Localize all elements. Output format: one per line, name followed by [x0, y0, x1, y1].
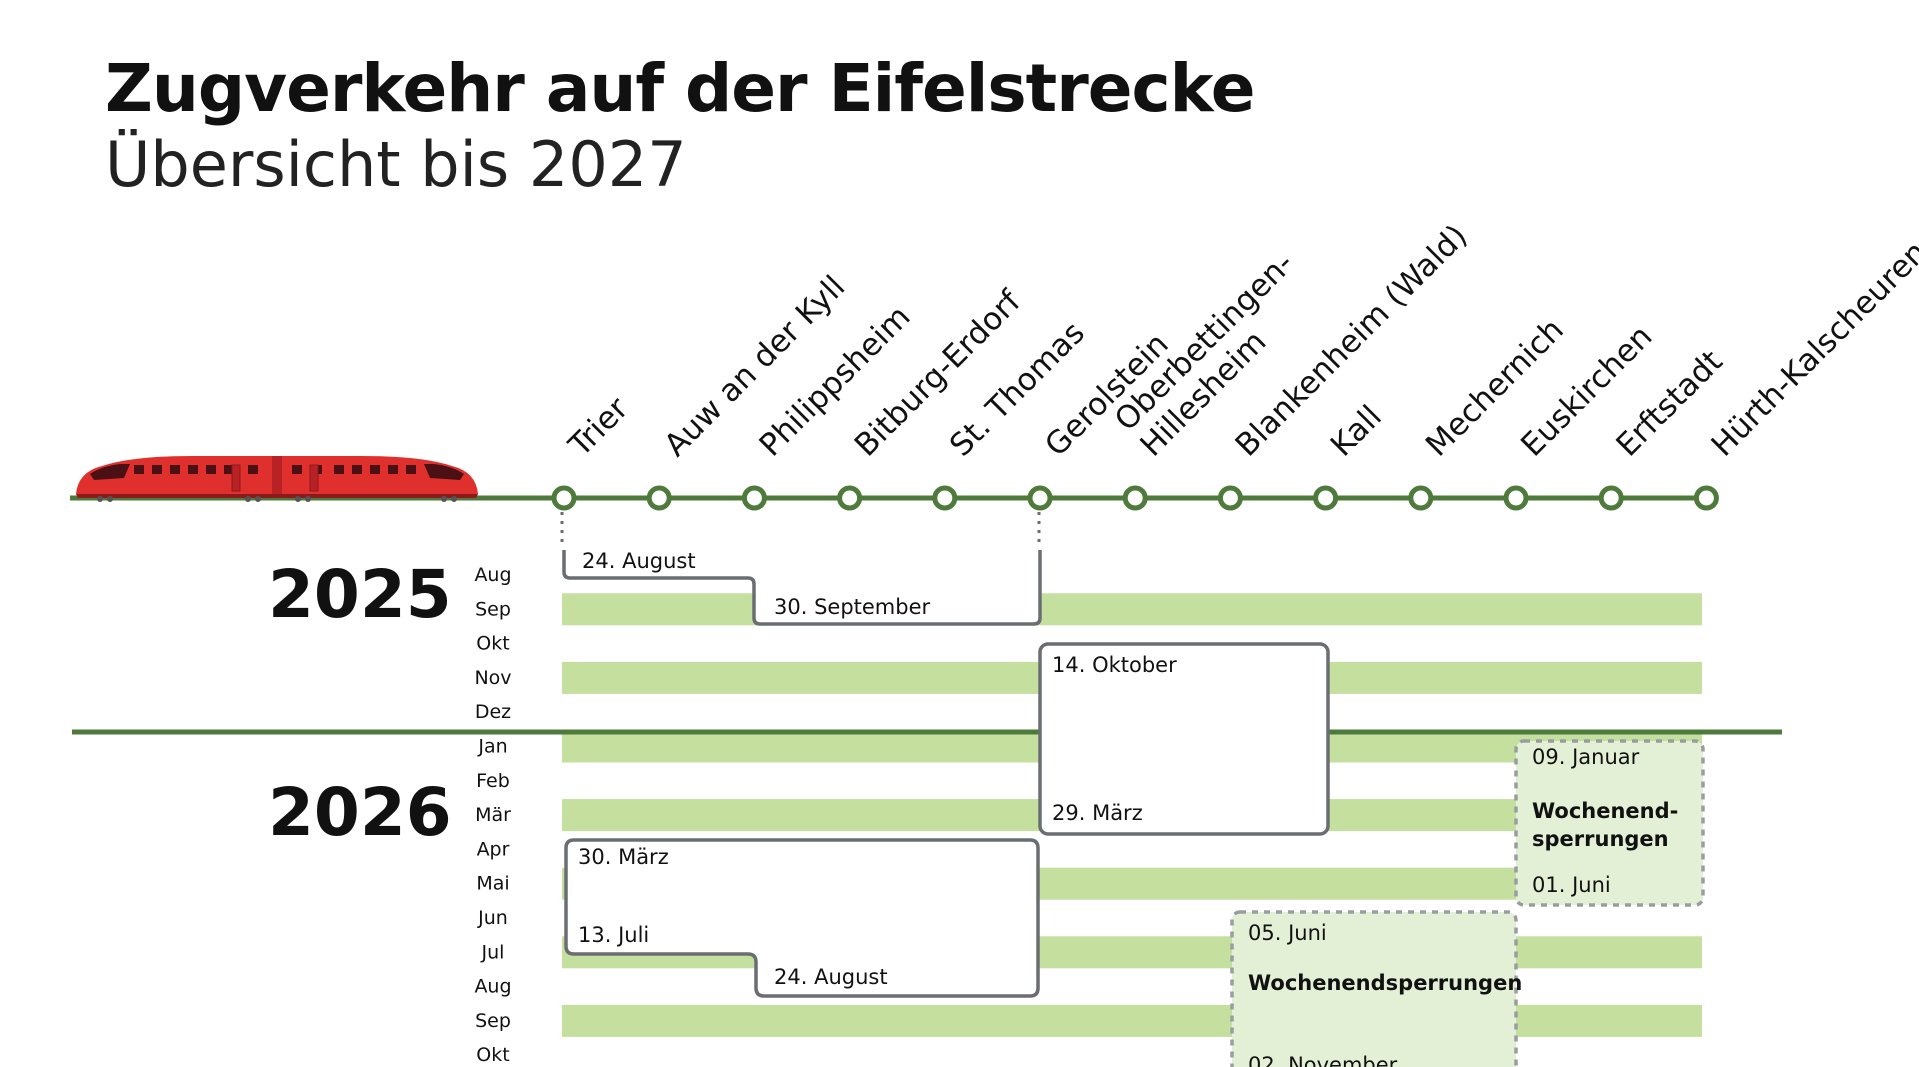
- closure-label-end: 01. Juni: [1532, 873, 1611, 897]
- month-labels: Aug Sep Okt Nov Dez Jan Feb Mär Apr Mai Jun Jul Aug S…: [474, 564, 511, 1066]
- month-label: Sep: [475, 1010, 511, 1032]
- month-label: Feb: [476, 770, 510, 792]
- closure-box-weekend-blankenheim: [1230, 910, 1518, 1067]
- station-marker-bitburg-erdorf: [837, 485, 863, 511]
- station-marker-euskirchen: [1503, 485, 1529, 511]
- station-marker-h-rth-kalscheuren: [1693, 485, 1719, 511]
- month-label: Mär: [475, 804, 511, 826]
- month-band: [562, 593, 1702, 626]
- closure-label-end: 29. März: [1052, 801, 1143, 825]
- month-band: [562, 1004, 1702, 1037]
- closure-box-gerolstein-kall: [1038, 642, 1330, 836]
- chart-title: Zugverkehr auf der Eifelstrecke: [105, 50, 1256, 127]
- month-label: Jun: [477, 907, 508, 929]
- closure-note: Wochenendsperrungen: [1248, 971, 1522, 995]
- station-labels: Trier Auw an der KyllPhilippsheimBitburg-…: [561, 218, 1919, 465]
- station-label-line: Hürth-Kalscheuren: [1705, 234, 1919, 463]
- station-label-auw-an-der-kyll: Auw an der Kyll: [657, 269, 852, 464]
- month-label: Aug: [474, 564, 511, 586]
- station-marker-trier: [551, 485, 577, 511]
- month-label: Jul: [481, 941, 505, 963]
- station-marker-oberbettingen-hillesheim: [1122, 485, 1148, 511]
- station-marker-auw-an-der-kyll: [646, 485, 672, 511]
- month-label: Dez: [475, 701, 511, 723]
- station-marker-philippsheim: [741, 485, 767, 511]
- station-label-line: Kall: [1324, 399, 1389, 464]
- closure-label-mid: 13. Juli: [578, 923, 649, 947]
- station-label-kall: Kall: [1324, 399, 1389, 464]
- month-label: Sep: [475, 598, 511, 620]
- year-label-2026: 2026: [268, 774, 452, 851]
- month-label: Mai: [476, 873, 509, 895]
- month-label: Okt: [476, 633, 509, 655]
- station-label-bitburg-erdorf: Bitburg-Erdorf: [848, 283, 1029, 464]
- chart-subtitle: Übersicht bis 2027: [105, 128, 687, 201]
- station-marker-gerolstein: [1027, 485, 1053, 511]
- closure-label-end: 24. August: [774, 965, 888, 989]
- closure-note-line-1: Wochenend-: [1532, 799, 1678, 823]
- closure-boxes: 24. August 30. September 14. Oktober 29.…: [562, 549, 1705, 1067]
- month-label: Apr: [477, 838, 510, 860]
- closure-label-start: 30. März: [578, 845, 669, 869]
- train-icon: [76, 456, 478, 502]
- month-label: Okt: [476, 1044, 509, 1066]
- station-label-trier: Trier: [561, 390, 635, 464]
- station-marker-blankenheim-wald: [1217, 485, 1243, 511]
- closure-label-start: 09. Januar: [1532, 745, 1640, 769]
- station-marker-kall: [1313, 485, 1339, 511]
- station-marker-st-thomas: [932, 485, 958, 511]
- station-label-line: Auw an der Kyll: [657, 269, 852, 464]
- month-label: Nov: [474, 667, 511, 689]
- closure-box-weekend-euskirchen: [1514, 739, 1705, 907]
- closure-note-line-2: sperrungen: [1532, 827, 1669, 851]
- closure-label-end: 30. September: [774, 595, 931, 619]
- month-label: Aug: [474, 976, 511, 998]
- closure-label-start: 05. Juni: [1248, 921, 1327, 945]
- closure-label-start: 24. August: [582, 549, 696, 573]
- station-label-h-rth-kalscheuren: Hürth-Kalscheuren: [1705, 234, 1919, 463]
- closure-box-2025-aug-sep: [562, 550, 1042, 626]
- station-label-line: Trier: [561, 390, 635, 464]
- month-label: Jan: [477, 736, 507, 758]
- closure-label-end: 02. November: [1248, 1053, 1398, 1067]
- station-marker-mechernich: [1408, 485, 1434, 511]
- closure-label-start: 14. Oktober: [1052, 653, 1177, 677]
- station-label-line: Bitburg-Erdorf: [848, 283, 1029, 464]
- year-label-2025: 2025: [268, 556, 452, 633]
- station-markers: [551, 485, 1719, 511]
- station-marker-erftstadt: [1598, 485, 1624, 511]
- closure-box-2026-trier-gerolstein: [564, 838, 1040, 998]
